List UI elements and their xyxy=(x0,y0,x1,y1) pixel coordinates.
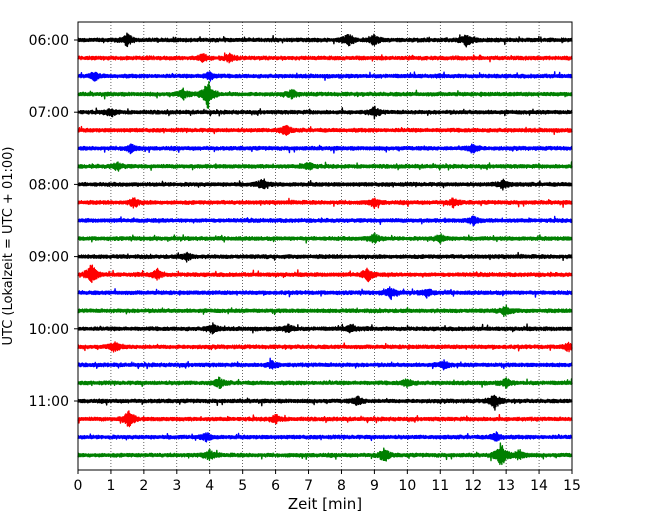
y-tick-label: 07:00 xyxy=(29,105,69,121)
trace-line-0945 xyxy=(77,304,573,318)
trace-line-1130 xyxy=(77,431,573,443)
trace-line-0930 xyxy=(77,286,573,301)
x-tick-label: 1 xyxy=(106,478,115,494)
x-tick-label: 10 xyxy=(398,478,416,494)
trace-line-0815 xyxy=(77,197,573,210)
trace-line-0745 xyxy=(77,161,573,172)
y-tick-label: 06:00 xyxy=(29,33,69,49)
trace-lines xyxy=(77,32,573,466)
trace-line-0645 xyxy=(77,81,573,109)
trace-line-0715 xyxy=(77,124,573,136)
trace-line-0845 xyxy=(77,232,573,244)
plot-frame xyxy=(77,21,573,471)
trace-line-1100 xyxy=(77,394,573,411)
y-tick-label: 08:00 xyxy=(29,177,69,193)
x-tick-label: 11 xyxy=(431,478,449,494)
y-tick-label: 11:00 xyxy=(29,394,69,410)
y-tick-label: 10:00 xyxy=(29,322,69,338)
trace-line-0700 xyxy=(77,105,573,120)
x-tick-label: 9 xyxy=(370,478,379,494)
y-tick-label: 09:00 xyxy=(29,250,69,266)
trace-line-0915 xyxy=(77,264,573,284)
trace-line-1000 xyxy=(77,322,573,335)
x-tick-label: 3 xyxy=(172,478,181,494)
x-tick-label: 15 xyxy=(563,478,581,494)
trace-line-1045 xyxy=(77,376,573,389)
trace-line-1015 xyxy=(77,341,573,353)
trace-line-0800 xyxy=(77,178,573,191)
trace-line-1115 xyxy=(77,410,573,428)
x-tick-label: 12 xyxy=(464,478,482,494)
trace-line-0730 xyxy=(77,143,573,155)
trace-line-0615 xyxy=(77,52,573,64)
x-axis-ticks: 0 1 2 3 4 5 6 7 8 9 10 11 12 13 14 15 xyxy=(74,470,581,494)
x-tick-label: 2 xyxy=(139,478,148,494)
trace-line-0600 xyxy=(77,32,573,48)
x-tick-label: 8 xyxy=(337,478,346,494)
x-tick-label: 5 xyxy=(238,478,247,494)
x-tick-label: 0 xyxy=(74,478,83,494)
trace-line-1145 xyxy=(77,442,573,466)
trace-line-0900 xyxy=(77,251,573,263)
x-tick-label: 7 xyxy=(304,478,313,494)
x-tick-label: 13 xyxy=(497,478,515,494)
trace-line-0630 xyxy=(77,70,573,82)
y-axis-ticks: 06:00 07:00 08:00 09:00 10:00 11:00 xyxy=(29,33,78,410)
x-axis-label: Zeit [min] xyxy=(288,495,362,513)
x-tick-label: 4 xyxy=(205,478,214,494)
x-tick-label: 14 xyxy=(530,478,548,494)
x-tick-label: 6 xyxy=(271,478,280,494)
trace-line-0830 xyxy=(77,215,573,227)
trace-line-1030 xyxy=(77,357,573,371)
y-axis-label: UTC (Lokalzeit = UTC + 01:00) xyxy=(1,147,16,346)
